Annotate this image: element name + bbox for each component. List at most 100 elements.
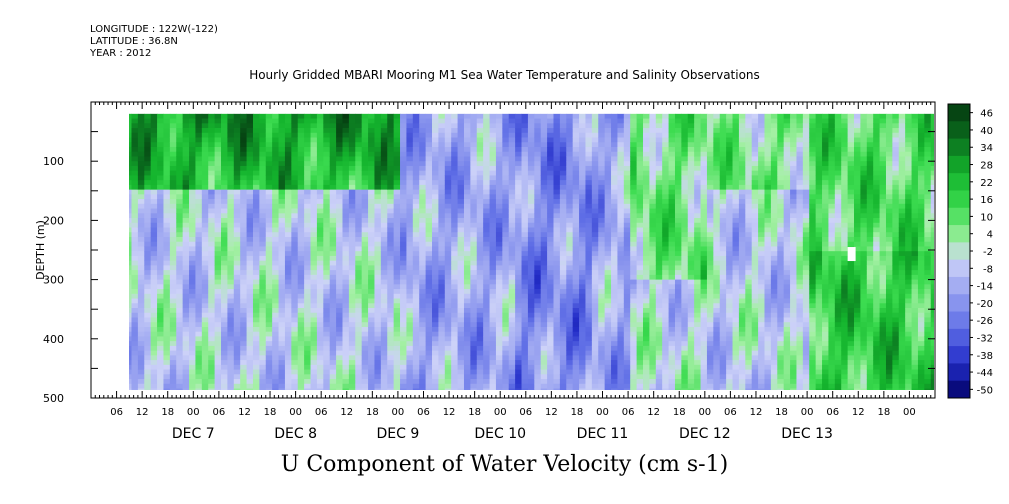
heatmap-cell [611, 222, 618, 228]
heatmap-cell [221, 308, 228, 314]
heatmap-cell [278, 303, 286, 309]
heatmap-cell [336, 218, 343, 224]
heatmap-cell [157, 218, 164, 224]
heatmap-cell [630, 312, 638, 318]
heatmap-cell [214, 241, 222, 247]
heatmap-cell [176, 199, 184, 205]
heatmap-cell [361, 331, 369, 337]
heatmap-cell [304, 317, 311, 323]
heatmap-cell [527, 156, 535, 162]
heatmap-cell [457, 236, 465, 243]
heatmap-cell [291, 364, 299, 370]
heatmap-cell [553, 345, 561, 352]
heatmap-cell [252, 251, 260, 257]
heatmap-cell [419, 308, 427, 314]
heatmap-cell [355, 241, 363, 247]
heatmap-cell [470, 317, 478, 323]
heatmap-cell [489, 350, 497, 356]
heatmap-cell [329, 189, 337, 195]
heatmap-cell [329, 251, 337, 257]
heatmap-cell [463, 383, 471, 389]
heatmap-cell [355, 289, 363, 295]
heatmap-cell [323, 383, 331, 389]
heatmap-cell [129, 270, 132, 276]
heatmap-cell [189, 199, 196, 205]
heatmap-cell [655, 161, 663, 167]
heatmap-cell [291, 260, 299, 266]
heatmap-cell [470, 251, 478, 257]
heatmap-cell [438, 265, 446, 271]
heatmap-cell [636, 146, 644, 153]
heatmap-cell [508, 156, 516, 162]
heatmap-cell [316, 218, 324, 224]
heatmap-cell [221, 379, 228, 385]
heatmap-cell [508, 308, 516, 314]
heatmap-cell [579, 350, 586, 356]
heatmap-cell [368, 379, 375, 385]
heatmap-cell [400, 312, 407, 318]
heatmap-cell [387, 203, 395, 209]
heatmap-cell [310, 265, 318, 271]
heatmap-cell [297, 355, 305, 361]
heatmap-cell [348, 251, 356, 257]
heatmap-cell [150, 270, 158, 276]
heatmap-cell [483, 388, 490, 390]
heatmap-cell [323, 146, 331, 153]
heatmap-cell [348, 379, 356, 385]
heatmap-cell [259, 274, 267, 280]
heatmap-cell [272, 128, 279, 134]
heatmap-cell [425, 360, 433, 366]
heatmap-cell [553, 151, 561, 157]
heatmap-cell [131, 369, 139, 375]
heatmap-cell [393, 180, 401, 186]
heatmap-cell [559, 326, 567, 333]
heatmap-cell [157, 298, 164, 304]
heatmap-cell [361, 345, 369, 352]
heatmap-cell [150, 146, 158, 153]
heatmap-cell [457, 374, 465, 380]
heatmap-cell [579, 317, 586, 323]
heatmap-cell [169, 208, 177, 214]
heatmap-cell [470, 218, 478, 224]
heatmap-cell [406, 208, 414, 214]
heatmap-cell [643, 265, 650, 271]
heatmap-cell [579, 336, 586, 342]
heatmap-cell [425, 265, 433, 271]
heatmap-cell [559, 374, 567, 380]
heatmap-cell [489, 360, 497, 366]
heatmap-cell [129, 364, 132, 370]
heatmap-cell [208, 218, 216, 224]
heatmap-cell [508, 213, 516, 219]
heatmap-cell [131, 132, 139, 138]
heatmap-cell [521, 383, 529, 389]
heatmap-cell [284, 336, 292, 342]
heatmap-cell [387, 312, 395, 318]
heatmap-cell [144, 236, 152, 243]
heatmap-cell [508, 388, 516, 390]
heatmap-cell [310, 336, 318, 342]
heatmap-cell [336, 331, 343, 337]
heatmap-cell [336, 388, 343, 390]
heatmap-cell [470, 151, 478, 157]
heatmap-cell [201, 213, 209, 219]
heatmap-cell [547, 151, 554, 157]
heatmap-cell [176, 137, 184, 143]
heatmap-cell [463, 222, 471, 228]
heatmap-cell [252, 274, 260, 280]
heatmap-cell [361, 241, 369, 247]
heatmap-cell [221, 336, 228, 342]
heatmap-cell [323, 255, 331, 262]
heatmap-cell [419, 345, 427, 352]
heatmap-cell [368, 331, 375, 337]
heatmap-cell [476, 218, 484, 224]
heatmap-cell [419, 303, 427, 309]
heatmap-cell [259, 218, 267, 224]
heatmap-cell [278, 156, 286, 162]
heatmap-cell [259, 364, 267, 370]
heatmap-cell [323, 284, 331, 290]
heatmap-cell [419, 293, 427, 299]
heatmap-cell [297, 137, 305, 143]
heatmap-cell [432, 194, 439, 200]
heatmap-cell [163, 336, 171, 342]
heatmap-cell [291, 208, 299, 214]
